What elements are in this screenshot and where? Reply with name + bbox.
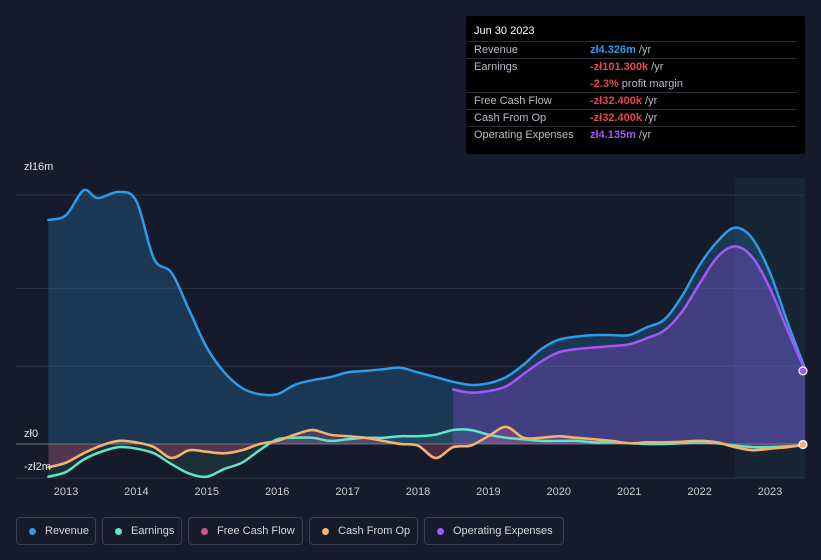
tooltip-row-operating-expenses: Operating Expenses zł4.135m /yr [466, 126, 797, 144]
data-tooltip: Jun 30 2023 Revenue zł4.326m /yr Earnings -… [466, 16, 805, 154]
legend-dot-icon [29, 527, 36, 535]
legend-item-earnings[interactable]: Earnings [102, 517, 182, 545]
tooltip-value-unit: /yr [641, 95, 658, 107]
line-revenue [47, 188, 807, 397]
chart-lines [47, 188, 807, 479]
legend-dot-icon [201, 527, 208, 535]
legend-dot-icon [437, 527, 444, 535]
highlight-region [734, 178, 805, 478]
tooltip-value: -zł32.400k /yr [590, 112, 657, 124]
area-free-cash-flow [48, 426, 806, 468]
tooltip-label: Operating Expenses [474, 129, 574, 141]
line-cash-from-op [47, 425, 807, 469]
x-axis-label: 2013 [54, 486, 78, 498]
y-axis-labels: zł16m zł0 -zł2m [24, 161, 53, 473]
tooltip-value: -zł101.300k /yr [590, 61, 663, 73]
legend-item-revenue[interactable]: Revenue [16, 517, 96, 545]
y-axis-label: -zł2m [24, 461, 51, 473]
legend-label: Operating Expenses [453, 525, 553, 537]
x-axis-label: 2017 [335, 486, 359, 498]
tooltip-value-number: -zł32.400k [590, 112, 642, 124]
tooltip-row-revenue: Revenue zł4.326m /yr [466, 41, 797, 59]
x-axis-label: 2015 [195, 486, 219, 498]
legend-item-cash-from-op[interactable]: Cash From Op [309, 517, 418, 545]
legend-dot-icon [115, 527, 122, 535]
profit-margin-text: profit margin [618, 78, 683, 90]
tooltip-value: zł4.326m /yr [590, 44, 651, 56]
tooltip-value-number: -zł32.400k [590, 95, 642, 107]
profit-margin-value: -2.3% [590, 78, 619, 90]
end-marker-cash-from-op [798, 439, 808, 450]
tooltip-value-number: -zł101.300k [590, 61, 649, 73]
x-axis-label: 2021 [617, 486, 641, 498]
series-end-markers [798, 366, 808, 450]
end-marker-operating-expenses [798, 366, 808, 376]
x-axis-label: 2023 [758, 486, 782, 498]
area-revenue [48, 189, 806, 444]
tooltip-label: Cash From Op [474, 112, 547, 124]
x-axis-label: 2018 [406, 486, 430, 498]
tooltip-value-number: zł4.326m [590, 44, 636, 56]
legend-item-free-cash-flow[interactable]: Free Cash Flow [188, 517, 303, 545]
tooltip-value-unit: /yr [641, 112, 658, 124]
tooltip-value: -zł32.400k /yr [590, 95, 657, 107]
tooltip-value: zł4.135m /yr [590, 129, 651, 141]
tooltip-date: Jun 30 2023 [474, 25, 535, 37]
legend-label: Free Cash Flow [217, 525, 295, 537]
tooltip-label: Revenue [474, 44, 519, 56]
chart-grid [16, 178, 805, 479]
tooltip-value-unit: /yr [635, 129, 652, 141]
x-axis-label: 2014 [124, 486, 148, 498]
legend-label: Revenue [45, 525, 90, 537]
chart-areas [48, 189, 806, 477]
area-earnings [48, 429, 806, 477]
tooltip-row-earnings: Earnings -zł101.300k /yr [466, 58, 797, 76]
tooltip-label: Free Cash Flow [474, 95, 552, 107]
y-axis-label: zł16m [24, 161, 53, 173]
x-axis-label: 2016 [265, 486, 289, 498]
x-axis-label: 2020 [547, 486, 571, 498]
legend-label: Cash From Op [338, 525, 411, 537]
line-earnings [47, 428, 807, 479]
x-axis-labels: 2013 2014 2015 2016 2017 2018 2019 2020 2021 2022… [54, 486, 782, 498]
x-axis-label: 2022 [687, 486, 711, 498]
tooltip-profit-margin: -2.3% profit margin [590, 78, 683, 90]
legend-label: Earnings [131, 525, 175, 537]
legend-dot-icon [322, 527, 329, 535]
tooltip-value-unit: /yr [635, 44, 652, 56]
tooltip-label: Earnings [474, 61, 518, 73]
tooltip-row-cash-from-op: Cash From Op -zł32.400k /yr [466, 109, 797, 127]
y-axis-label: zł0 [24, 428, 38, 440]
tooltip-value-number: zł4.135m [590, 129, 636, 141]
legend-item-operating-expenses[interactable]: Operating Expenses [424, 517, 564, 545]
tooltip-row-free-cash-flow: Free Cash Flow -zł32.400k /yr [466, 92, 797, 110]
tooltip-value-unit: /yr [648, 61, 664, 73]
x-axis-label: 2019 [476, 486, 500, 498]
line-operating-expenses [451, 245, 807, 394]
